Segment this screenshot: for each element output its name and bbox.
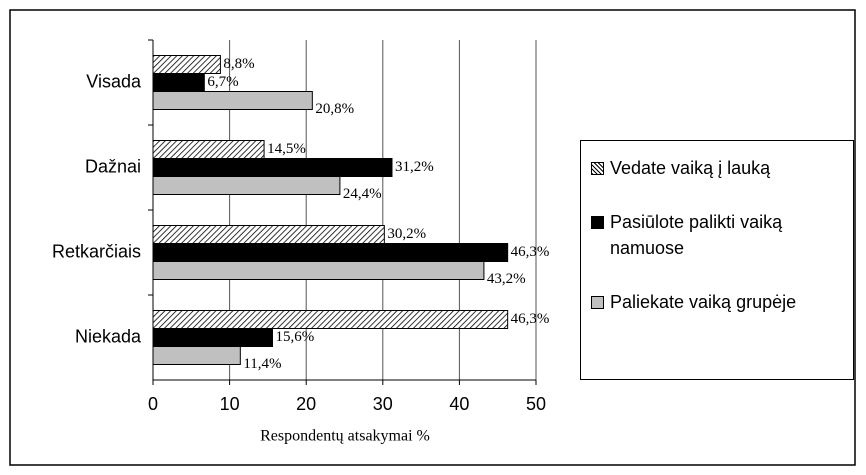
y-tick-label: Retkarčiais — [52, 241, 141, 261]
bar — [152, 55, 221, 74]
y-tick-label: Dažnai — [85, 156, 141, 176]
value-label: 46,3% — [511, 311, 550, 327]
x-tick-label: 0 — [148, 394, 158, 414]
value-label: 24,4% — [343, 186, 382, 202]
value-label: 46,3% — [511, 244, 550, 260]
bar — [152, 261, 485, 280]
value-label: 6,7% — [207, 74, 238, 90]
bar — [152, 225, 385, 244]
bar — [152, 158, 393, 177]
x-tick-label: 20 — [296, 394, 316, 414]
legend-swatch — [591, 216, 604, 229]
legend-swatch — [591, 296, 604, 309]
value-label: 14,5% — [267, 141, 306, 157]
y-tick-label: Visada — [86, 71, 142, 91]
bar — [152, 310, 509, 329]
x-axis-title: Respondentų atsakymai % — [260, 428, 430, 445]
bar — [152, 346, 241, 365]
value-label: 30,2% — [387, 226, 426, 242]
y-tick-label: Niekada — [75, 326, 142, 346]
value-label: 31,2% — [395, 159, 434, 175]
bar — [152, 73, 205, 92]
frame — [9, 9, 856, 466]
legend-label: Vedate vaiką į lauką — [610, 158, 771, 178]
x-tick-label: 40 — [449, 394, 469, 414]
value-label: 8,8% — [223, 56, 254, 72]
legend: Vedate vaiką į lauką Pasiūlote palikti va… — [580, 140, 854, 380]
x-tick-label: 10 — [220, 394, 240, 414]
bar — [152, 91, 313, 110]
legend-label: Pasiūlote palikti vaiką namuose — [610, 212, 783, 258]
value-label: 15,6% — [275, 329, 314, 345]
value-label: 20,8% — [315, 101, 354, 117]
legend-item: Paliekate vaiką grupėje — [589, 289, 845, 315]
legend-item: Pasiūlote palikti vaiką namuose — [589, 209, 845, 261]
legend-item: Vedate vaiką į lauką — [589, 155, 845, 181]
bar — [152, 176, 341, 195]
value-label: 11,4% — [243, 356, 281, 372]
x-tick-label: 50 — [526, 394, 546, 414]
legend-swatch — [591, 162, 604, 175]
legend-label: Paliekate vaiką grupėje — [610, 292, 797, 312]
bar — [152, 328, 273, 347]
x-tick-label: 30 — [373, 394, 393, 414]
bar — [152, 243, 509, 262]
bar — [152, 140, 265, 159]
value-label: 43,2% — [487, 271, 526, 287]
